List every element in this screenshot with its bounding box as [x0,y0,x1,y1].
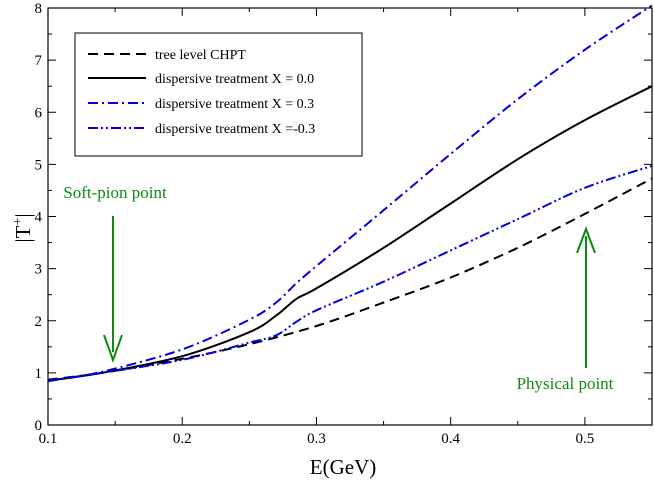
y-tick-label: 7 [35,53,43,69]
soft-pion-arrow-head [103,334,123,363]
axes-layer: 0.1 0.2 0.3 0.4 0.5 0 1 2 3 4 5 6 7 8 [35,1,653,447]
y-tick-label: 3 [35,262,43,278]
y-tick-label: 0 [35,418,43,434]
y-axis-title: |T+| [11,213,35,242]
x-tick-label: 0.5 [576,431,595,447]
soft-pion-label: Soft-pion point [63,183,167,202]
x-tick-label: 0.1 [39,431,58,447]
y-tick-label: 2 [35,314,43,330]
series-x-neg03 [47,164,653,382]
soft-pion-arrow [103,216,123,363]
x-tick-label: 0.4 [441,431,460,447]
legend-label-tree-level: tree level CHPT [155,48,246,63]
x-tick-label: 0.2 [173,431,192,447]
physical-point-arrow [576,226,596,368]
y-tick-label: 8 [35,1,43,17]
y-tick-label: 1 [35,366,43,382]
physical-point-label: Physical point [517,374,614,393]
x-tick-label: 0.3 [307,431,326,447]
series-layer [47,4,653,383]
legend-label-x-neg03: dispersive treatment X =-0.3 [155,122,315,137]
plot-frame [47,7,653,426]
y-tick-label: 4 [35,210,43,226]
legend: tree level CHPT dispersive treatment X =… [74,32,363,157]
physical-point-arrow-head [576,226,596,254]
legend-label-x0: dispersive treatment X = 0.0 [155,72,314,87]
legend-label-x-pos03: dispersive treatment X = 0.3 [155,97,314,112]
y-tick-label: 5 [35,157,43,173]
y-tick-label: 6 [35,105,43,121]
series-x0 [47,85,653,382]
x-axis-title: E(GeV) [310,455,376,479]
